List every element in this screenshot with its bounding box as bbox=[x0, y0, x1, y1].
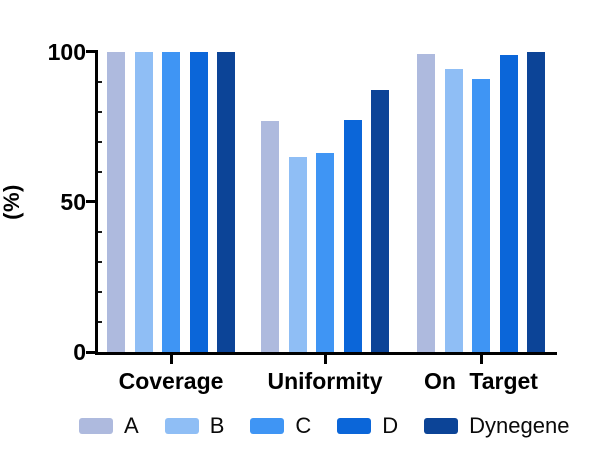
legend-item-d: D bbox=[337, 415, 398, 437]
x-label-coverage: Coverage bbox=[118, 368, 224, 394]
y-axis-line bbox=[95, 50, 98, 353]
y-minor-tick-60 bbox=[98, 171, 102, 173]
legend-swatch-a bbox=[79, 418, 113, 434]
bar-a-uniformity bbox=[261, 121, 279, 352]
legend-label-d: D bbox=[382, 413, 399, 438]
y-tick-label-50: 50 bbox=[60, 189, 86, 215]
x-label-uniformity: Uniformity bbox=[267, 368, 383, 394]
bar-dynegene-uniformity bbox=[371, 89, 389, 352]
bar-b-coverage bbox=[134, 52, 153, 352]
legend-swatch-dynegene bbox=[424, 418, 459, 434]
bar-group-on-target bbox=[417, 52, 545, 352]
legend-item-b: B bbox=[164, 413, 225, 438]
y-tick-mark-50 bbox=[86, 200, 96, 203]
bar-dynegene-on-target bbox=[527, 52, 545, 352]
bar-c-uniformity bbox=[316, 152, 334, 352]
bar-group-uniformity bbox=[261, 89, 389, 352]
y-minor-tick-10 bbox=[98, 321, 102, 323]
bar-a-coverage bbox=[107, 52, 125, 352]
y-tick-mark-0 bbox=[86, 351, 96, 354]
y-minor-tick-90 bbox=[98, 81, 102, 83]
x-tick-mark-coverage bbox=[169, 355, 173, 364]
bar-b-uniformity bbox=[288, 157, 307, 352]
legend-item-dynegene: Dynegene bbox=[424, 415, 569, 437]
legend-item-a: A bbox=[79, 415, 139, 437]
legend-label-dynegene: Dynegene bbox=[469, 413, 570, 438]
y-minor-tick-80 bbox=[98, 111, 102, 113]
y-minor-tick-40 bbox=[98, 231, 102, 233]
y-axis-title: (%) bbox=[0, 184, 24, 220]
legend-label-c: C bbox=[295, 413, 312, 438]
bar-c-coverage bbox=[162, 52, 180, 352]
legend-item-c: C bbox=[250, 415, 311, 437]
y-tick-label-100: 100 bbox=[47, 39, 86, 65]
y-minor-tick-20 bbox=[98, 291, 102, 293]
legend: A B C D Dynegene bbox=[79, 415, 569, 437]
legend-swatch-b bbox=[164, 418, 199, 434]
bar-dynegene-coverage bbox=[217, 52, 235, 352]
legend-label-a: A bbox=[124, 413, 139, 438]
bar-d-on-target bbox=[499, 55, 518, 352]
y-minor-tick-70 bbox=[98, 141, 102, 143]
x-tick-mark-uniformity bbox=[323, 355, 327, 364]
bar-d-uniformity bbox=[343, 119, 362, 352]
y-tick-mark-100 bbox=[86, 50, 96, 53]
legend-label-b: B bbox=[209, 413, 225, 438]
y-tick-label-0: 0 bbox=[73, 339, 86, 365]
x-label-on-target: On Target bbox=[424, 368, 538, 394]
bar-a-on-target bbox=[417, 53, 435, 352]
legend-swatch-c bbox=[250, 418, 285, 434]
bar-group-coverage bbox=[107, 52, 235, 352]
bar-b-on-target bbox=[444, 68, 463, 352]
bar-d-coverage bbox=[189, 52, 208, 352]
bar-c-on-target bbox=[472, 79, 490, 352]
y-minor-tick-30 bbox=[98, 261, 102, 263]
x-tick-mark-on-target bbox=[479, 355, 483, 364]
legend-swatch-d bbox=[337, 418, 372, 434]
x-axis-line bbox=[95, 352, 557, 355]
